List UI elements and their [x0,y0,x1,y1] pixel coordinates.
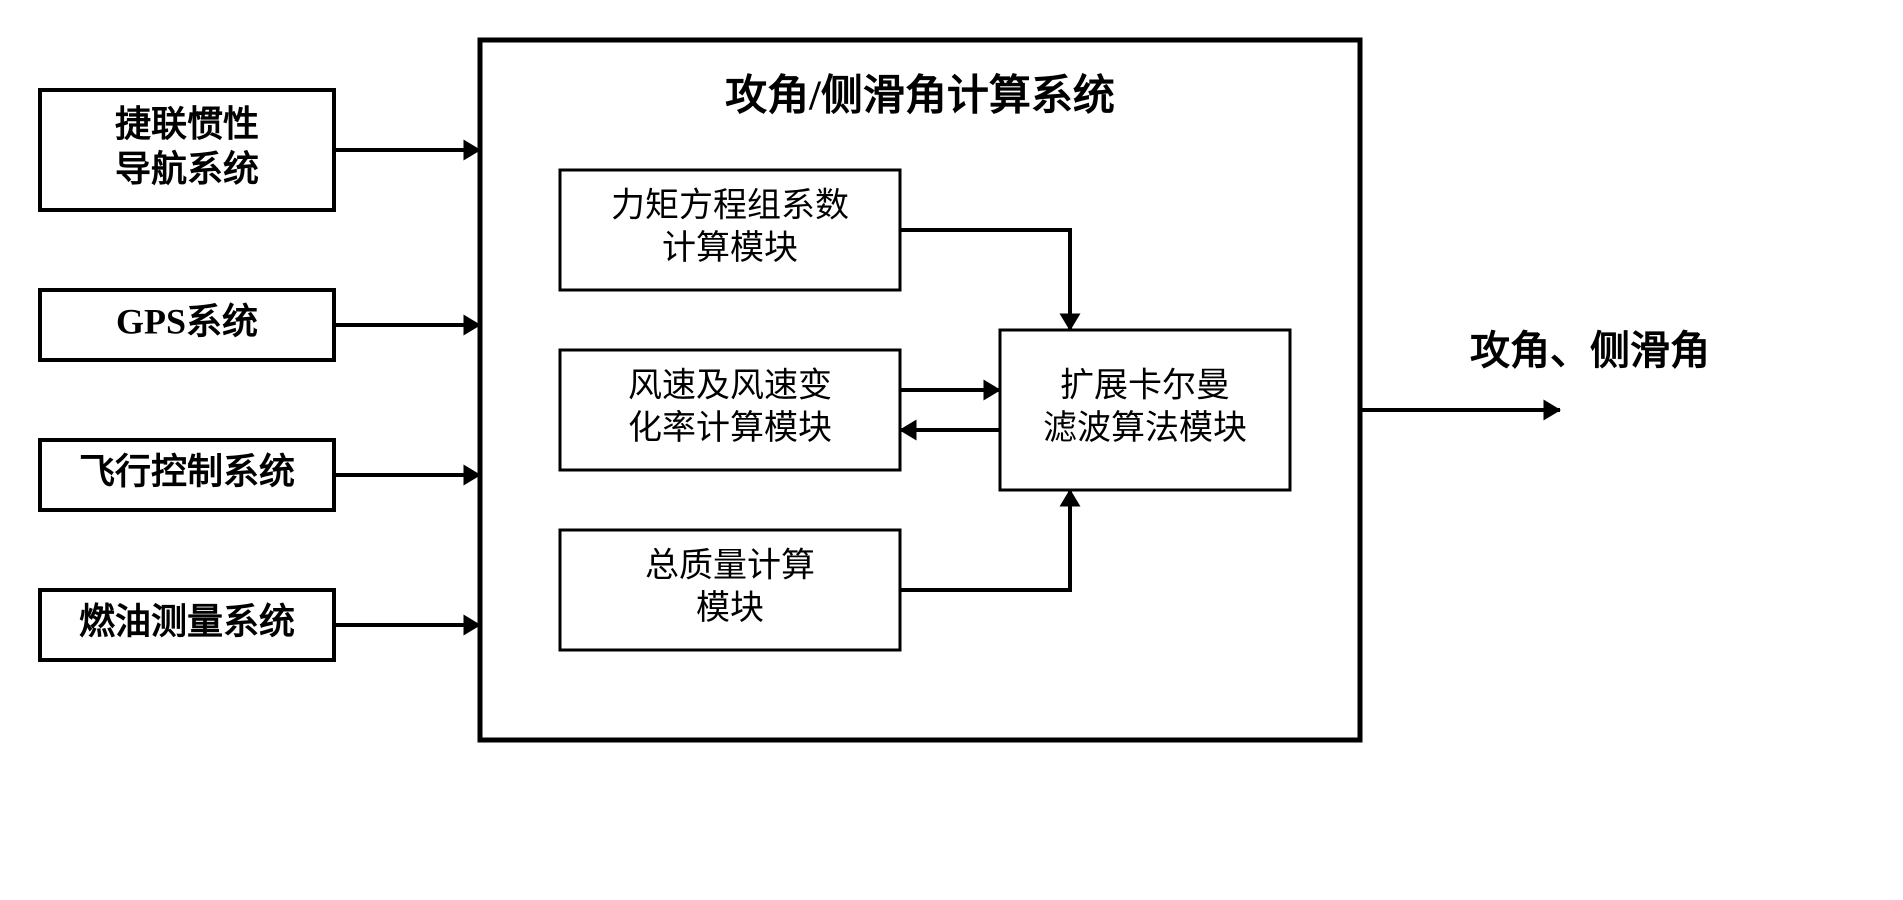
input-fuel-label: 燃油测量系统 [79,601,295,641]
module-ekf-label: 扩展卡尔曼 [1060,367,1230,405]
module-wind-label: 风速及风速变 [628,367,832,405]
module-ekf-label: 滤波算法模块 [1043,409,1247,447]
main-title: 攻角/侧滑角计算系统 [725,73,1115,120]
input-fcs-label: 飞行控制系统 [79,451,295,491]
input-sins-label: 导航系统 [115,148,259,189]
input-sins-label: 捷联惯性 [115,104,259,144]
module-mass-label: 模块 [696,589,764,627]
module-moment-label: 力矩方程组系数 [611,187,849,225]
input-gps-label: GPS系统 [116,301,258,341]
arrow-head [1544,400,1560,419]
module-wind-label: 化率计算模块 [628,409,832,447]
module-mass-label: 总质量计算 [645,547,815,585]
module-moment-label: 计算模块 [662,229,798,267]
output-label: 攻角、侧滑角 [1470,328,1710,373]
